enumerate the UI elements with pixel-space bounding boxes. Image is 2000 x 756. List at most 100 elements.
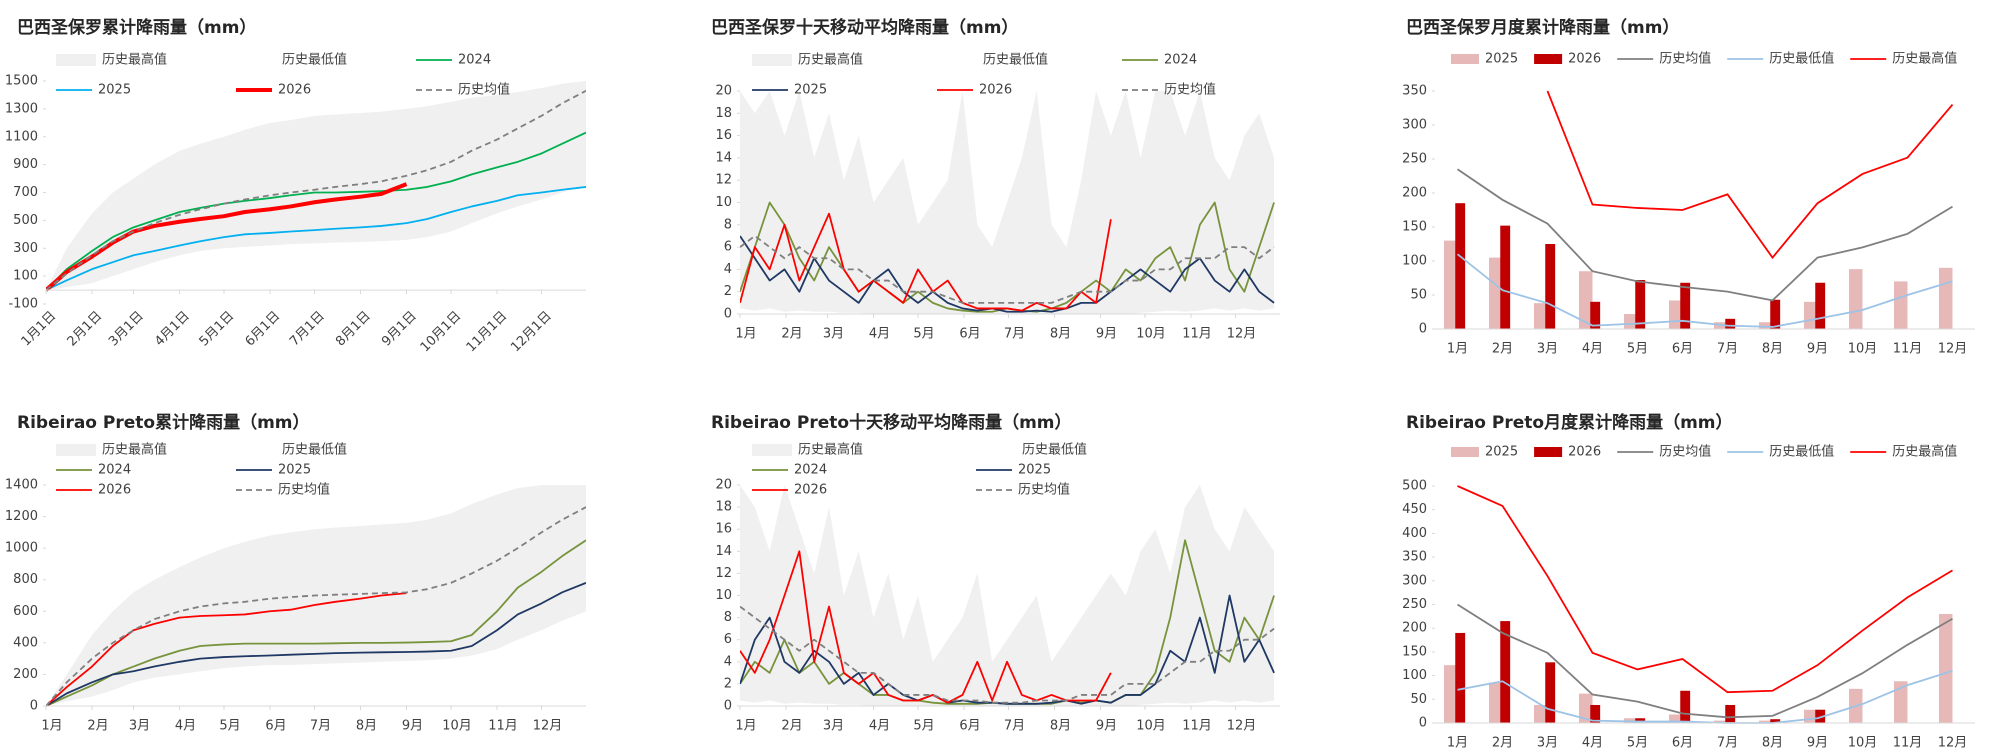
x-tick-label: 12月	[533, 719, 563, 734]
y-tick-label: 6	[724, 632, 732, 647]
legend-label: 历史最低值	[282, 52, 347, 68]
legend-swatch	[1534, 447, 1563, 457]
y-tick-label: 350	[1402, 84, 1427, 99]
x-tick-label: 8月1日	[333, 309, 374, 350]
x-tick-label: 1月	[735, 719, 756, 734]
bar	[1770, 719, 1781, 723]
x-tick-label: 9月	[1807, 342, 1828, 357]
y-tick-label: 1200	[5, 509, 38, 524]
x-tick-label: 2月	[781, 327, 802, 342]
legend-label: 历史最低值	[1769, 444, 1834, 460]
chart-panel: Ribeirao Preto累计降雨量（mm） 0 200 400 600 800 1000…	[5, 412, 586, 734]
x-tick-label: 12月	[1938, 342, 1968, 357]
x-tick-label: 9月	[1807, 736, 1828, 751]
legend-label: 2025	[1485, 445, 1518, 460]
x-tick-label: 7月	[1004, 327, 1025, 342]
y-tick-label: 0	[724, 307, 732, 322]
y-tick-label: 16	[715, 128, 732, 143]
bar	[1545, 662, 1556, 723]
x-tick-label: 5月	[913, 719, 934, 734]
legend-label: 2026	[1568, 445, 1601, 460]
y-tick-label: 500	[1402, 479, 1427, 494]
series-line	[46, 592, 407, 707]
x-tick-label: 5月	[913, 327, 934, 342]
legend-label: 2026	[278, 83, 311, 98]
series-line	[1457, 603, 1953, 719]
bar	[1545, 244, 1556, 329]
bar	[1759, 322, 1773, 329]
y-tick-label: 350	[1402, 550, 1427, 565]
legend-label: 历史最低值	[983, 52, 1048, 68]
x-tick-label: 6月1日	[243, 309, 284, 350]
y-tick-label: 400	[1402, 526, 1427, 541]
chart-panel: 巴西圣保罗月度累计降雨量（mm） 0 50 100 150 200 250 300 350 1月 2…	[1402, 17, 1975, 357]
x-tick-label: 10月	[1848, 736, 1878, 751]
bar	[1725, 704, 1736, 723]
chart-title: 巴西圣保罗十天移动平均降雨量（mm）	[711, 17, 1018, 38]
bar	[1500, 225, 1511, 329]
legend-label: 历史最高值	[798, 442, 863, 458]
x-tick-label: 7月	[1004, 719, 1025, 734]
y-tick-label: 450	[1402, 502, 1427, 517]
y-tick-label: 800	[13, 572, 38, 587]
bar	[1669, 714, 1683, 723]
y-tick-label: 200	[13, 667, 38, 682]
x-tick-label: 4月	[1582, 342, 1603, 357]
x-tick-label: 2月	[781, 719, 802, 734]
plot-area	[740, 91, 1275, 314]
legend-label: 2025	[278, 463, 311, 478]
y-tick-label: 200	[1402, 186, 1427, 201]
x-tick-label: 5月	[219, 719, 240, 734]
bar	[1815, 709, 1826, 723]
legend-label: 历史均值	[1659, 444, 1711, 460]
bar	[1894, 281, 1908, 329]
bar	[1714, 720, 1728, 723]
y-tick-label: 8	[724, 610, 732, 625]
series-line	[46, 186, 586, 291]
x-tick-label: 11月	[1893, 736, 1923, 751]
bar	[1680, 282, 1691, 329]
chart-title: Ribeirao Preto累计降雨量（mm）	[17, 412, 310, 433]
y-tick-label: 10	[715, 588, 732, 603]
bar	[1635, 718, 1646, 723]
legend-swatch	[752, 444, 792, 456]
y-tick-label: 0	[724, 699, 732, 714]
series-line	[1546, 90, 1954, 260]
y-tick-label: 300	[1402, 118, 1427, 133]
chart-panel: Ribeirao Preto月度累计降雨量（mm） 0 50 100 150 200 250…	[1402, 412, 1975, 751]
bar	[1489, 257, 1503, 329]
x-tick-label: 6月	[959, 719, 980, 734]
x-tick-label: 3月	[1537, 342, 1558, 357]
legend-label: 2024	[1164, 53, 1197, 68]
bar	[1815, 282, 1826, 329]
legend-swatch	[236, 54, 276, 66]
x-tick-label: 1月	[1447, 342, 1468, 357]
area	[740, 308, 1275, 314]
area	[740, 485, 1275, 706]
bar	[1770, 299, 1781, 329]
legend-swatch	[236, 444, 276, 456]
x-tick-label: 3月	[129, 719, 150, 734]
y-tick-label: 900	[13, 157, 38, 172]
series-line	[1456, 168, 1953, 302]
x-tick-label: 1月	[41, 719, 62, 734]
x-tick-label: 9月1日	[379, 309, 420, 350]
x-tick-label: 3月	[823, 719, 844, 734]
x-tick-label: 3月	[823, 327, 844, 342]
y-tick-label: 0	[1419, 716, 1427, 731]
x-tick-label: 4月1日	[152, 309, 193, 350]
series-line	[46, 506, 586, 707]
y-tick-label: 2	[724, 284, 732, 299]
plot-area	[46, 485, 586, 707]
area	[740, 700, 1275, 706]
x-tick-label: 8月	[1762, 342, 1783, 357]
y-tick-label: 14	[715, 150, 732, 165]
bar	[1579, 271, 1593, 329]
x-tick-label: 11月	[1182, 327, 1212, 342]
x-tick-label: 12月1日	[508, 309, 555, 356]
x-tick-label: 11月	[488, 719, 518, 734]
chart-title: 巴西圣保罗累计降雨量（mm）	[17, 17, 256, 38]
y-tick-label: 100	[1402, 668, 1427, 683]
area	[46, 611, 586, 706]
